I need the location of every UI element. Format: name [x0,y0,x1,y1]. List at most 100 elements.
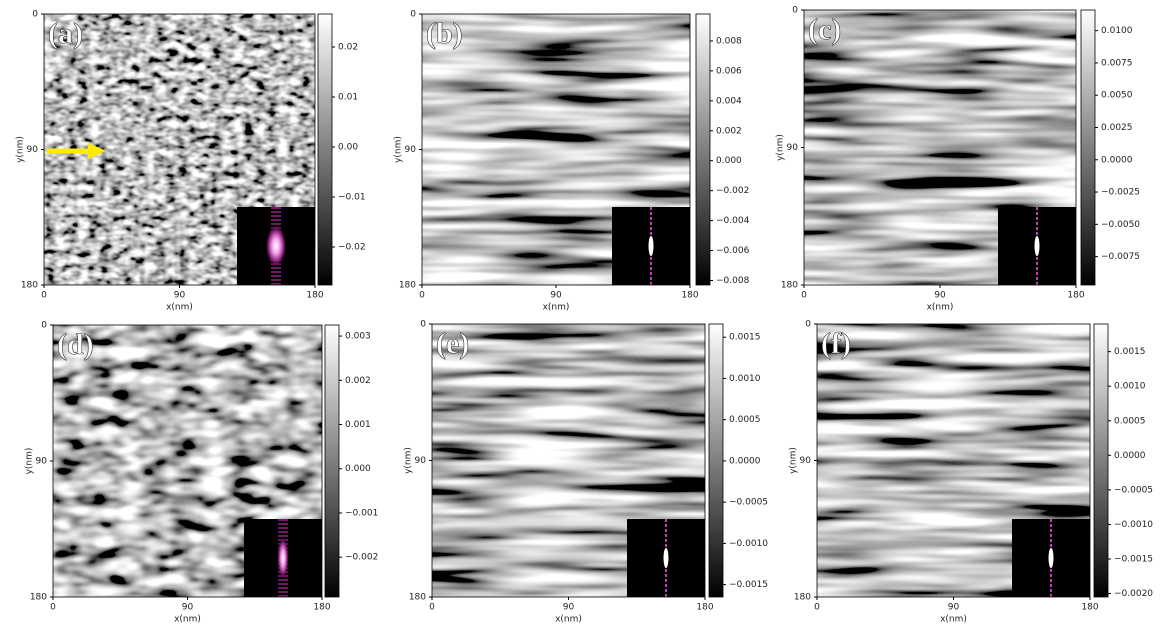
fft-inset [627,519,705,597]
panel-label: (e) [436,327,469,360]
y-tick-label: 0 [41,321,47,331]
colorbar-tick-label: 0.0050 [1101,91,1133,101]
x-tick-label: 0 [814,603,820,613]
colorbar-tick-label: 0.0000 [729,456,761,466]
colorbar-tick-label: 0.002 [716,126,742,136]
panel: (b)0 90 180090180x(nm)y(nm)0.0080.0060.004… [394,10,750,313]
colorbar-tick-label: 0.008 [716,36,742,46]
x-axis-label: x(nm) [927,303,954,313]
y-tick-label: 180 [794,593,811,603]
colorbar-tick-label: 0.0010 [1114,382,1146,392]
panel: (e)0 90 180090180x(nm)y(nm)0.00150.00100.0… [404,320,769,625]
colorbar-tick-label: −0.008 [716,276,750,286]
panel-label: (b) [426,17,463,50]
colorbar-tick-label: −0.0015 [729,580,768,590]
y-axis-label: y(nm) [789,447,799,474]
x-tick-label: 180 [306,291,323,301]
x-axis-label: x(nm) [555,615,582,625]
panel-label: (d) [57,328,94,361]
x-tick-label: 180 [1067,291,1084,301]
colorbar-tick-label: 0.0100 [1101,26,1133,36]
y-tick-label: 90 [405,145,417,155]
x-tick-label: 180 [1081,603,1098,613]
fft-inset [237,207,315,285]
colorbar-tick-label: 0.0010 [729,374,761,384]
panel: (c)0 90 180090180x(nm)y(nm)0.01000.00750.0… [776,6,1141,313]
x-axis-label: x(nm) [940,615,967,625]
y-tick-label: 180 [409,593,426,603]
inset-center [1034,236,1040,256]
colorbar-tick-label: −0.02 [338,243,366,253]
x-tick-label: 180 [696,603,713,613]
panel: (a)0 90 180090180x(nm)y(nm)0.020.010.00−0.… [16,10,366,313]
inset-center [277,536,289,580]
y-tick-label: 90 [415,456,427,466]
colorbar-tick-label: 0.002 [345,376,371,386]
y-axis-label: y(nm) [25,448,35,475]
x-axis-label: x(nm) [543,303,570,313]
colorbar-tick-label: 0.0015 [1114,347,1146,357]
panel-label: (c) [808,13,841,46]
colorbar-tick-label: −0.0015 [1114,554,1153,564]
y-tick-label: 180 [21,281,38,291]
colorbar-tick-label: 0.0075 [1101,58,1133,68]
panel: (d)0 90 180090180x(nm)y(nm)0.0030.0020.001… [25,321,379,625]
y-axis-label: y(nm) [776,134,786,161]
y-tick-label: 0 [410,10,416,20]
panel-label: (f) [821,327,851,360]
y-tick-label: 90 [27,145,39,155]
y-tick-label: 180 [781,281,798,291]
colorbar-tick-label: 0.01 [338,93,358,103]
x-tick-label: 90 [174,291,186,301]
colorbar-tick-label: −0.0025 [1101,188,1140,198]
y-tick-label: 0 [420,320,426,330]
y-tick-label: 0 [32,10,38,20]
colorbar [1080,9,1096,286]
y-axis-label: y(nm) [16,136,26,163]
colorbar-tick-label: 0.0000 [1101,155,1133,165]
panel: (f)0 90 180090180x(nm)y(nm)0.00150.00100.0… [789,320,1154,625]
y-tick-label: 180 [399,281,416,291]
colorbar-tick-label: −0.006 [716,246,750,256]
colorbar-tick-label: 0.02 [338,43,358,53]
x-tick-label: 90 [182,603,194,613]
colorbar-tick-label: −0.002 [716,186,749,196]
x-tick-label: 0 [50,603,56,613]
inset-center [1048,548,1054,568]
colorbar-tick-label: 0.0005 [1114,416,1146,426]
colorbar-tick-label: −0.0010 [729,539,768,549]
colorbar [324,324,340,598]
colorbar-tick-label: 0.004 [716,96,742,106]
inset-center [663,548,669,568]
colorbar-tick-label: 0.003 [345,332,371,342]
y-tick-label: 90 [800,456,812,466]
colorbar-tick-label: 0.0000 [1114,451,1146,461]
colorbar-tick-label: 0.00 [338,143,358,153]
colorbar-tick-label: −0.0020 [1114,589,1153,599]
y-axis-label: y(nm) [394,136,404,163]
colorbar-tick-label: 0.006 [716,66,742,76]
colorbar-tick-label: −0.0005 [1114,485,1153,495]
colorbar [708,323,724,598]
fft-inset [244,519,322,597]
colorbar-tick-label: −0.004 [716,216,750,226]
colorbar-tick-label: −0.0075 [1101,252,1140,262]
y-tick-label: 180 [30,593,47,603]
inset-center [648,236,654,256]
y-tick-label: 90 [787,143,799,153]
panel-label: (a) [48,17,83,50]
colorbar-tick-label: 0.0015 [729,333,761,343]
colorbar-tick-label: −0.001 [345,508,378,518]
x-axis-label: x(nm) [166,303,193,313]
x-tick-label: 90 [934,291,946,301]
colorbar [695,13,711,286]
colorbar-tick-label: 0.000 [345,464,371,474]
colorbar [1093,323,1109,598]
colorbar-tick-label: 0.0005 [729,415,761,425]
colorbar-tick-label: 0.000 [716,156,742,166]
x-tick-label: 0 [801,291,807,301]
x-tick-label: 180 [313,603,330,613]
x-tick-label: 0 [41,291,47,301]
inset-center [265,224,287,268]
